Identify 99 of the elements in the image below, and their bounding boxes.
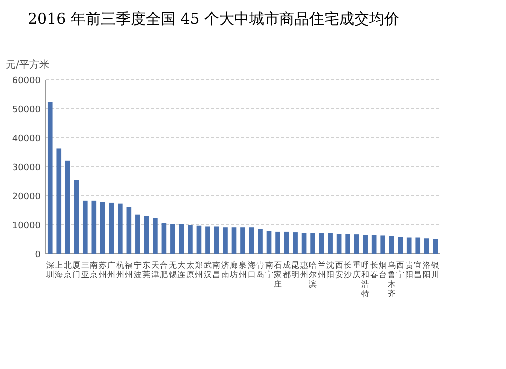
x-tick-label: 武汉 — [204, 261, 212, 280]
x-tick-label: 洛阳 — [422, 261, 431, 280]
bar — [258, 229, 263, 254]
bar — [293, 232, 298, 254]
bar — [170, 224, 176, 254]
x-tick-label: 郑州 — [195, 261, 204, 280]
bar — [109, 202, 114, 254]
bar — [65, 160, 70, 254]
bar — [354, 234, 360, 254]
bar — [223, 228, 228, 254]
bar — [74, 180, 80, 254]
bar — [284, 232, 290, 254]
bar — [179, 224, 184, 254]
bar — [416, 238, 421, 254]
x-tick-label: 银川 — [430, 261, 440, 280]
bar — [232, 228, 237, 254]
y-tick-label: 30000 — [12, 164, 42, 174]
bar — [118, 204, 123, 254]
bar — [196, 226, 202, 254]
bar — [162, 223, 167, 254]
x-tick-label: 长春 — [370, 261, 378, 280]
x-tick-label: 福州 — [125, 261, 134, 280]
x-tick-label: 合肥 — [160, 261, 168, 280]
bar — [372, 235, 377, 254]
chart-title: 2016 年前三季度全国 45 个大中城市商品住宅成交均价 — [28, 10, 400, 28]
x-tick-label: 兰州 — [318, 261, 326, 280]
x-tick-label: 上海 — [55, 261, 64, 280]
bar — [424, 238, 430, 254]
x-tick-label: 沈阳 — [326, 261, 335, 280]
bar — [380, 236, 386, 254]
bar — [249, 228, 254, 254]
x-tick-label: 成都 — [282, 261, 291, 280]
bar — [92, 200, 97, 254]
bar — [136, 214, 140, 254]
bar — [336, 234, 342, 254]
x-tick-label: 南宁 — [265, 261, 274, 280]
bar — [346, 234, 350, 254]
x-tick-label: 东莞 — [142, 261, 151, 280]
bar — [144, 216, 150, 254]
x-tick-label: 廊坊 — [229, 261, 238, 280]
bar — [188, 225, 193, 254]
bar — [153, 218, 158, 254]
y-axis-title: 元/平方米 — [6, 59, 50, 71]
bar — [406, 238, 412, 254]
bar — [240, 228, 246, 254]
x-tick-label: 无锡 — [168, 261, 177, 280]
bar — [319, 233, 324, 254]
bar — [276, 232, 280, 254]
bar — [266, 231, 272, 254]
x-tick-label: 太原 — [186, 261, 194, 280]
bar — [389, 236, 394, 254]
x-tick-label: 重庆 — [352, 261, 361, 280]
x-tick-label: 烟台 — [379, 261, 388, 280]
x-tick-label: 哈尔滨 — [309, 261, 318, 289]
bar — [214, 226, 220, 254]
x-tick-label: 惠州 — [299, 261, 308, 280]
x-tick-label: 长沙 — [344, 261, 352, 280]
bar — [310, 233, 316, 254]
bar — [48, 102, 53, 254]
bar — [82, 200, 88, 254]
x-tick-label: 天津 — [151, 261, 160, 280]
bar — [363, 235, 368, 254]
x-tick-label: 广州 — [108, 261, 116, 280]
y-tick-label: 20000 — [12, 192, 42, 202]
bar — [433, 240, 438, 254]
x-tick-label: 青岛 — [256, 261, 265, 280]
y-tick-label: 60000 — [12, 76, 42, 86]
x-tick-label: 宜昌 — [414, 261, 422, 280]
x-tick-label: 厦门 — [72, 261, 81, 280]
x-tick-label: 西安 — [335, 261, 344, 280]
x-tick-label: 济南 — [221, 261, 230, 280]
x-tick-label: 杭州 — [115, 261, 124, 280]
x-tick-label: 西宁 — [396, 261, 405, 280]
x-tick-label: 深圳 — [45, 261, 54, 280]
bar — [328, 233, 333, 254]
x-tick-label: 北京 — [64, 261, 72, 280]
y-tick-label: 10000 — [12, 222, 42, 232]
bar — [206, 226, 210, 254]
x-tick-label: 南昌 — [212, 261, 221, 280]
bar — [56, 148, 62, 254]
y-tick-label: 50000 — [12, 106, 42, 116]
x-tick-label: 宁波 — [134, 261, 142, 280]
x-tick-label: 昆明 — [292, 261, 300, 280]
x-tick-label: 乌鲁木齐 — [388, 261, 396, 298]
bar — [302, 233, 307, 254]
x-tick-label: 南京 — [90, 261, 98, 280]
x-tick-label: 苏州 — [98, 261, 107, 280]
bar — [100, 202, 106, 254]
bar — [126, 207, 132, 254]
x-tick-label: 泉州 — [239, 261, 247, 280]
x-tick-label: 石家庄 — [274, 261, 282, 289]
y-tick-label: 40000 — [12, 134, 42, 144]
x-tick-label: 贵阳 — [405, 261, 414, 280]
y-tick-label: 0 — [35, 250, 42, 260]
x-tick-label: 海口 — [248, 261, 256, 280]
bar — [398, 237, 404, 254]
x-tick-label: 呼和浩特 — [362, 261, 370, 298]
x-tick-label: 三亚 — [81, 261, 90, 280]
x-tick-label: 大连 — [178, 261, 186, 280]
